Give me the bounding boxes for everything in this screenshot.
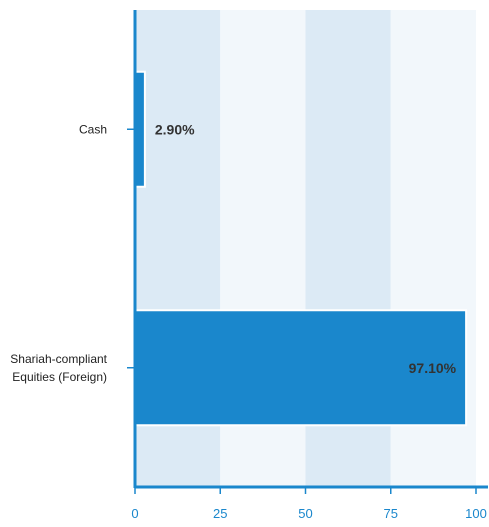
category-label-line: Shariah-compliant xyxy=(10,352,107,366)
category-label: Shariah-compliant Equities (Foreign) xyxy=(10,352,107,384)
x-tick-label: 75 xyxy=(384,506,398,521)
data-labels: 2.90% 97.10% xyxy=(155,121,457,376)
x-axis-ticks: 0 25 50 75 100 xyxy=(131,487,487,521)
data-label: 2.90% xyxy=(155,121,195,137)
x-tick-label: 100 xyxy=(465,506,487,521)
x-tick-label: 25 xyxy=(213,506,227,521)
category-labels: Cash Shariah-compliant Equities (Foreign) xyxy=(10,122,135,384)
category-label-line: Equities (Foreign) xyxy=(12,370,107,384)
category-label-line: Cash xyxy=(79,122,107,136)
x-tick-label: 50 xyxy=(298,506,312,521)
x-tick-label: 0 xyxy=(131,506,138,521)
category-label: Cash xyxy=(79,122,107,136)
bar xyxy=(134,309,468,427)
data-label: 97.10% xyxy=(409,360,457,376)
